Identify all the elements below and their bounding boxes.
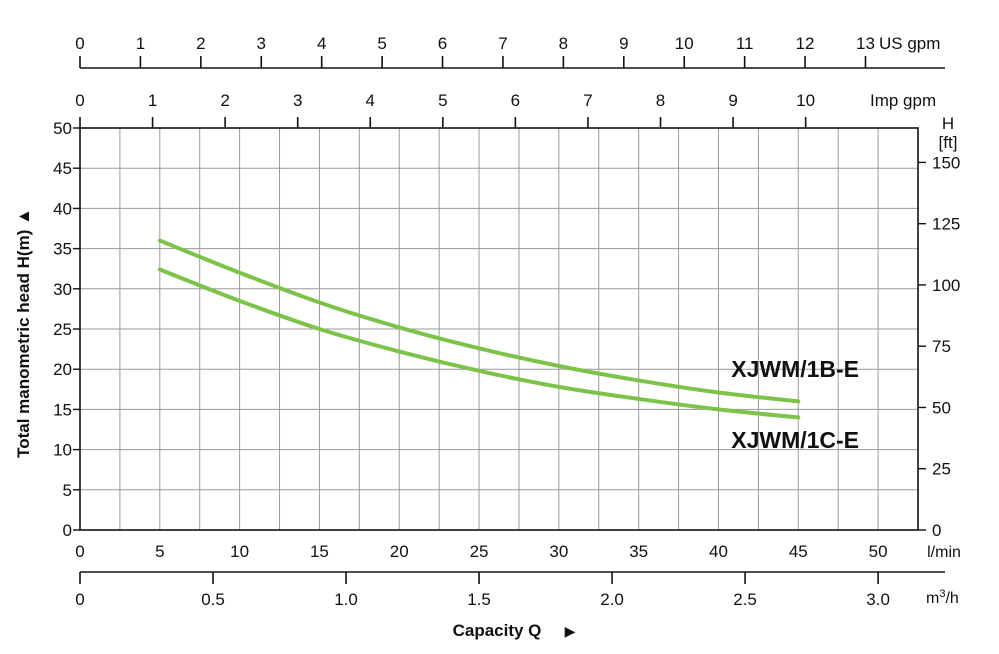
tick-label-h-m: 25 — [53, 320, 72, 339]
tick-label-m3h: 1.5 — [467, 590, 491, 609]
labels: XJWM/1B-E XJWM/1C-E Total manometric head … — [14, 34, 961, 640]
tick-label-h-ft: 50 — [932, 398, 951, 417]
tick-label-imp-gpm: 9 — [728, 91, 737, 110]
x-axis-title: Capacity Q — [453, 621, 542, 640]
tick-label-lmin: 15 — [310, 542, 329, 561]
performance-curves — [157, 238, 801, 420]
tick-label-imp-gpm: 8 — [656, 91, 665, 110]
tick-label-lmin: 30 — [549, 542, 568, 561]
tick-label-imp-gpm: 4 — [366, 91, 375, 110]
curve-xjwm-1b-e — [157, 238, 801, 404]
grid — [80, 128, 918, 530]
tick-label-m3h: 2.0 — [600, 590, 624, 609]
tick-label-us-gpm: 12 — [796, 34, 815, 53]
us-gpm-unit: US gpm — [879, 34, 940, 53]
tick-label-imp-gpm: 5 — [438, 91, 447, 110]
tick-label-h-m: 30 — [53, 280, 72, 299]
tick-label-h-ft: 25 — [932, 460, 951, 479]
tick-label-h-m: 40 — [53, 199, 72, 218]
tick-label-us-gpm: 13 — [856, 34, 875, 53]
tick-label-h-m: 10 — [53, 441, 72, 460]
imp-gpm-unit: Imp gpm — [870, 91, 936, 110]
tick-label-h-m: 45 — [53, 159, 72, 178]
tick-label-us-gpm: 5 — [377, 34, 386, 53]
tick-label-us-gpm: 0 — [75, 34, 84, 53]
tick-label-h-m: 0 — [63, 521, 72, 540]
tick-label-h-m: 5 — [63, 481, 72, 500]
series-label: XJWM/1B-E — [731, 356, 859, 382]
tick-label-h-m: 15 — [53, 400, 72, 419]
y-axis-title: Total manometric head H(m) ▲ — [14, 208, 33, 458]
tick-label-m3h: 3.0 — [866, 590, 890, 609]
tick-label-lmin: 45 — [789, 542, 808, 561]
right-axis-title: H — [942, 114, 954, 133]
tick-label-h-ft: 125 — [932, 215, 960, 234]
tick-label-h-ft: 75 — [932, 337, 951, 356]
tick-label-imp-gpm: 2 — [220, 91, 229, 110]
tick-label-us-gpm: 8 — [559, 34, 568, 53]
tick-label-m3h: 0.5 — [201, 590, 225, 609]
right-axis-unit: [ft] — [939, 133, 958, 152]
lmin-unit: l/min — [927, 544, 961, 561]
tick-label-us-gpm: 1 — [136, 34, 145, 53]
tick-label-us-gpm: 9 — [619, 34, 628, 53]
tick-label-h-ft: 0 — [932, 521, 941, 540]
tick-label-us-gpm: 2 — [196, 34, 205, 53]
tick-label-m3h: 1.0 — [334, 590, 358, 609]
tick-label-us-gpm: 6 — [438, 34, 447, 53]
tick-label-imp-gpm: 10 — [796, 91, 815, 110]
tick-label-lmin: 35 — [629, 542, 648, 561]
tick-label-us-gpm: 10 — [675, 34, 694, 53]
tick-label-imp-gpm: 3 — [293, 91, 302, 110]
tick-label-m3h: 0 — [75, 590, 84, 609]
tick-label-us-gpm: 3 — [257, 34, 266, 53]
m3h-unit: m3/h — [926, 588, 959, 607]
tick-label-lmin: 0 — [75, 542, 84, 561]
tick-label-imp-gpm: 0 — [75, 91, 84, 110]
tick-label-h-m: 50 — [53, 119, 72, 138]
tick-label-h-ft: 100 — [932, 276, 960, 295]
tick-label-imp-gpm: 6 — [511, 91, 520, 110]
tick-label-h-m: 35 — [53, 240, 72, 259]
tick-label-imp-gpm: 1 — [148, 91, 157, 110]
tick-label-lmin: 5 — [155, 542, 164, 561]
x-axis-arrow-icon: ▶ — [565, 623, 576, 639]
tick-label-lmin: 40 — [709, 542, 728, 561]
tick-label-imp-gpm: 7 — [583, 91, 592, 110]
tick-label-us-gpm: 7 — [498, 34, 507, 53]
tick-label-lmin: 10 — [230, 542, 249, 561]
series-label: XJWM/1C-E — [731, 427, 859, 453]
tick-label-lmin: 25 — [470, 542, 489, 561]
tick-label-lmin: 20 — [390, 542, 409, 561]
tick-label-m3h: 2.5 — [733, 590, 757, 609]
tick-label-h-m: 20 — [53, 360, 72, 379]
tick-label-lmin: 50 — [869, 542, 888, 561]
tick-label-h-ft: 150 — [932, 153, 960, 172]
curve-xjwm-1c-e — [157, 267, 801, 420]
tick-label-us-gpm: 4 — [317, 34, 326, 53]
tick-label-us-gpm: 11 — [736, 34, 754, 53]
